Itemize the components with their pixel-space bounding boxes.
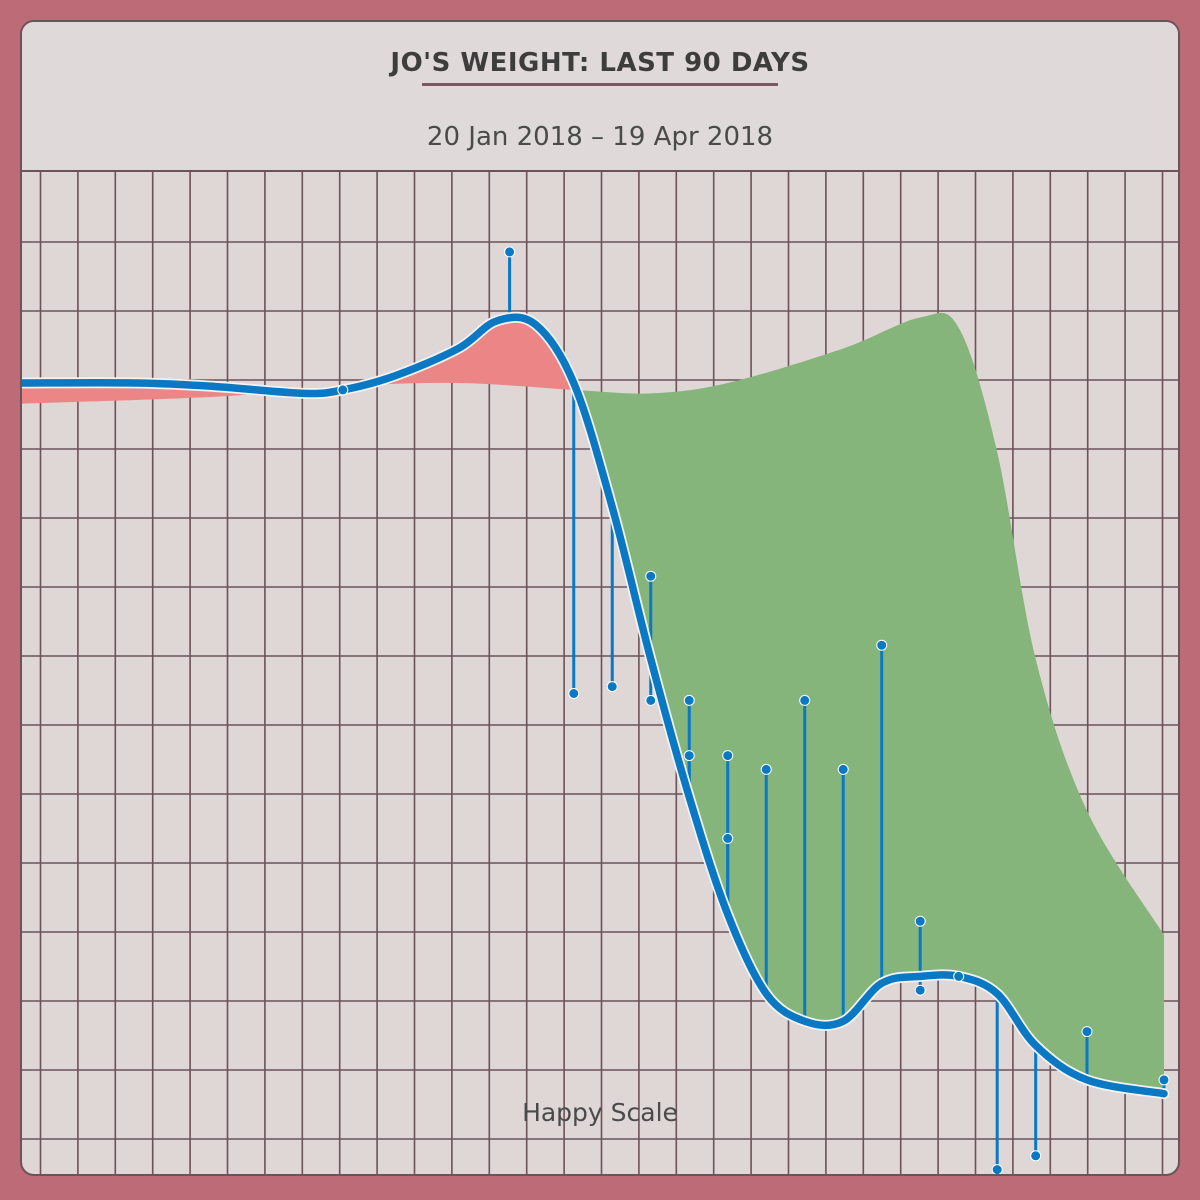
weigh-in-point (1030, 1150, 1042, 1162)
weigh-in-point (914, 915, 926, 927)
below-target-area (569, 312, 1164, 1094)
weigh-in-point (683, 750, 695, 762)
goal-difference-fills (22, 312, 1164, 1094)
title-underline (422, 83, 778, 86)
chart-header: JO'S WEIGHT: LAST 90 DAYS 20 Jan 2018 – … (22, 22, 1178, 172)
date-range: 20 Jan 2018 – 19 Apr 2018 (426, 122, 774, 152)
weigh-in-point (645, 694, 657, 706)
weigh-in-point (876, 639, 888, 651)
chart-title: JO'S WEIGHT: LAST 90 DAYS (390, 48, 810, 78)
weigh-in-point (1158, 1074, 1170, 1086)
chart-card: JO'S WEIGHT: LAST 90 DAYS 20 Jan 2018 – … (20, 20, 1180, 1176)
weigh-in-point (953, 970, 965, 982)
weigh-in-point (568, 688, 580, 699)
weigh-in-point (337, 384, 349, 396)
chart-plot-area (22, 172, 1178, 1174)
weigh-in-point (645, 570, 657, 582)
weigh-in-point (799, 694, 811, 706)
weigh-in-point (606, 681, 618, 693)
above-target-area (22, 317, 570, 404)
weigh-in-point (722, 750, 734, 762)
weigh-in-point (991, 1164, 1003, 1174)
weigh-in-point (722, 832, 734, 844)
weigh-in-point (683, 694, 695, 706)
weigh-in-point (914, 984, 926, 996)
weigh-in-point (1081, 1026, 1093, 1038)
weigh-in-point (837, 763, 849, 775)
weigh-in-points (337, 246, 1170, 1174)
weigh-in-point (504, 246, 516, 258)
brand-label: Happy Scale (522, 1098, 678, 1127)
weigh-in-point (760, 763, 772, 775)
